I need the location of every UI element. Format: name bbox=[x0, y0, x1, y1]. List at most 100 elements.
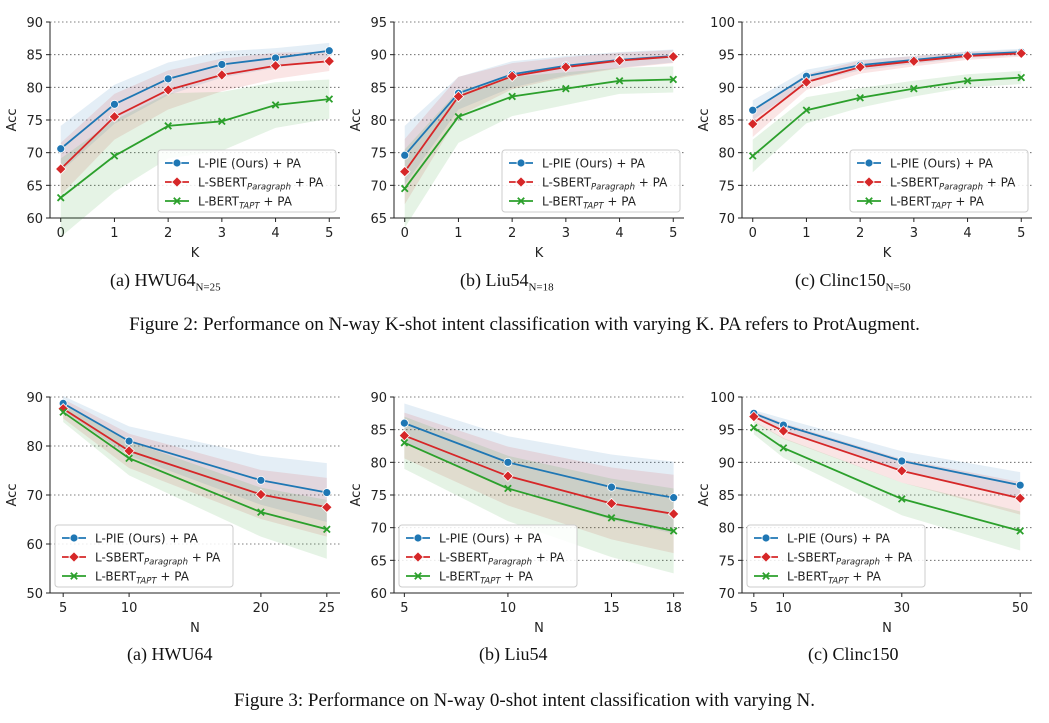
figure-2-caption: Figure 2: Performance on N-way K-shot in… bbox=[129, 314, 920, 335]
data-point bbox=[324, 46, 334, 56]
data-point bbox=[910, 84, 918, 93]
x-tick-label: 20 bbox=[253, 601, 270, 616]
confidence-band bbox=[60, 51, 330, 196]
legend-box bbox=[398, 524, 578, 588]
x-tick-label: 5 bbox=[400, 601, 408, 616]
x-axis-label: N bbox=[190, 621, 200, 636]
legend-label: L-SBERTParagraph + PA bbox=[439, 551, 565, 568]
data-point bbox=[322, 525, 331, 534]
legend-marker bbox=[173, 197, 181, 205]
subcaption-fig2-b: (b) Liu54N=18 bbox=[460, 270, 554, 294]
x-axis-label: K bbox=[191, 246, 200, 261]
data-point bbox=[802, 106, 811, 115]
x-tick-label: 5 bbox=[59, 601, 67, 616]
data-point bbox=[256, 475, 266, 485]
y-tick-label: 50 bbox=[26, 587, 43, 602]
y-tick-label: 100 bbox=[710, 16, 735, 31]
x-tick-label: 0 bbox=[57, 226, 65, 241]
y-tick-label: 100 bbox=[710, 391, 735, 406]
data-point bbox=[667, 508, 680, 520]
confidence-band bbox=[404, 49, 674, 185]
legend-label: L-SBERTParagraph + PA bbox=[198, 176, 324, 193]
data-point bbox=[218, 117, 226, 126]
data-point bbox=[607, 514, 616, 522]
y-tick-label: 85 bbox=[718, 114, 735, 129]
data-point bbox=[746, 118, 759, 130]
x-tick-label: 5 bbox=[669, 226, 677, 241]
x-tick-label: 2 bbox=[856, 226, 864, 241]
legend-marker bbox=[172, 158, 182, 168]
x-tick-label: 10 bbox=[500, 601, 517, 616]
x-tick-label: 15 bbox=[603, 601, 620, 616]
y-axis-label: Acc bbox=[5, 109, 20, 132]
series-line bbox=[62, 402, 327, 494]
legend-marker bbox=[762, 572, 770, 580]
legend-label: L-BERTTAPT + PA bbox=[890, 195, 985, 212]
legend-label: L-PIE (Ours) + PA bbox=[439, 532, 543, 546]
subcaption-fig2-a: (a) HWU64N=25 bbox=[110, 270, 221, 294]
legend-label: L-BERTTAPT + PA bbox=[787, 570, 882, 587]
y-tick-label: 75 bbox=[718, 179, 735, 194]
confidence-band bbox=[63, 398, 327, 537]
data-point bbox=[216, 69, 228, 81]
y-tick-label: 80 bbox=[718, 522, 735, 537]
chart-liu54-kshot: 65 70 75 80 85 90 95 0 1 2 3 4 5 K Acc L-PIE (Ours) + P… bbox=[349, 16, 684, 261]
x-tick-label: 30 bbox=[894, 601, 911, 616]
series-line bbox=[753, 415, 1021, 500]
y-tick-label: 90 bbox=[26, 391, 43, 406]
data-point bbox=[1016, 527, 1024, 535]
confidence-band bbox=[752, 71, 1022, 173]
data-point bbox=[560, 61, 572, 73]
legend-marker bbox=[863, 176, 875, 188]
data-point bbox=[562, 84, 570, 93]
data-point bbox=[164, 122, 172, 130]
x-tick-label: 0 bbox=[401, 226, 409, 241]
series-line bbox=[404, 422, 674, 499]
y-tick-label: 70 bbox=[718, 587, 735, 602]
series-line bbox=[753, 412, 1021, 487]
chart-clinc150-kshot: 70 75 80 85 90 95 100 0 1 2 3 4 5 K Acc L-PIE (Ours) + … bbox=[697, 16, 1032, 261]
y-axis-label: Acc bbox=[5, 484, 20, 507]
y-tick-label: 85 bbox=[26, 49, 43, 64]
data-point bbox=[162, 84, 174, 96]
data-point bbox=[110, 152, 119, 160]
y-tick-label: 80 bbox=[718, 147, 735, 162]
data-point bbox=[400, 150, 410, 160]
data-point bbox=[163, 74, 173, 84]
data-point bbox=[605, 497, 618, 510]
y-tick-label: 80 bbox=[370, 456, 387, 471]
subcaption-fig2-c: (c) Clinc150N=50 bbox=[795, 270, 911, 294]
y-tick-label: 80 bbox=[26, 81, 43, 96]
series-line bbox=[62, 411, 328, 531]
legend-marker bbox=[517, 197, 525, 205]
x-tick-label: 10 bbox=[121, 601, 138, 616]
data-point bbox=[963, 76, 972, 85]
x-tick-label: 0 bbox=[749, 226, 757, 241]
legend-box bbox=[849, 149, 1029, 213]
x-tick-label: 1 bbox=[454, 226, 462, 241]
legend-marker bbox=[70, 572, 78, 580]
data-point bbox=[777, 425, 790, 437]
y-tick-label: 75 bbox=[370, 489, 387, 504]
y-tick-label: 95 bbox=[718, 424, 735, 439]
data-point bbox=[124, 436, 134, 446]
y-axis-label: Acc bbox=[697, 109, 712, 132]
y-tick-label: 75 bbox=[718, 554, 735, 569]
legend-label: L-BERTTAPT + PA bbox=[198, 195, 293, 212]
x-tick-label: 4 bbox=[615, 226, 623, 241]
data-point bbox=[1015, 47, 1028, 60]
series-line bbox=[60, 49, 330, 150]
y-tick-label: 85 bbox=[370, 424, 387, 439]
subcaption-fig3-b: (b) Liu54 bbox=[479, 644, 548, 664]
confidence-band bbox=[404, 416, 674, 574]
y-tick-label: 70 bbox=[370, 179, 387, 194]
chart-hwu64-0shot: 50 60 70 80 90 5 10 20 25 N Acc L-PIE (Ours) + PA L-… bbox=[5, 391, 340, 636]
series-line bbox=[752, 51, 1022, 111]
data-point bbox=[452, 90, 465, 103]
y-tick-label: 85 bbox=[370, 81, 387, 96]
legend-label: L-SBERTParagraph + PA bbox=[95, 551, 221, 568]
x-tick-label: 5 bbox=[325, 226, 333, 241]
legend-marker bbox=[68, 551, 80, 563]
data-point bbox=[54, 163, 67, 175]
data-point bbox=[502, 470, 514, 482]
